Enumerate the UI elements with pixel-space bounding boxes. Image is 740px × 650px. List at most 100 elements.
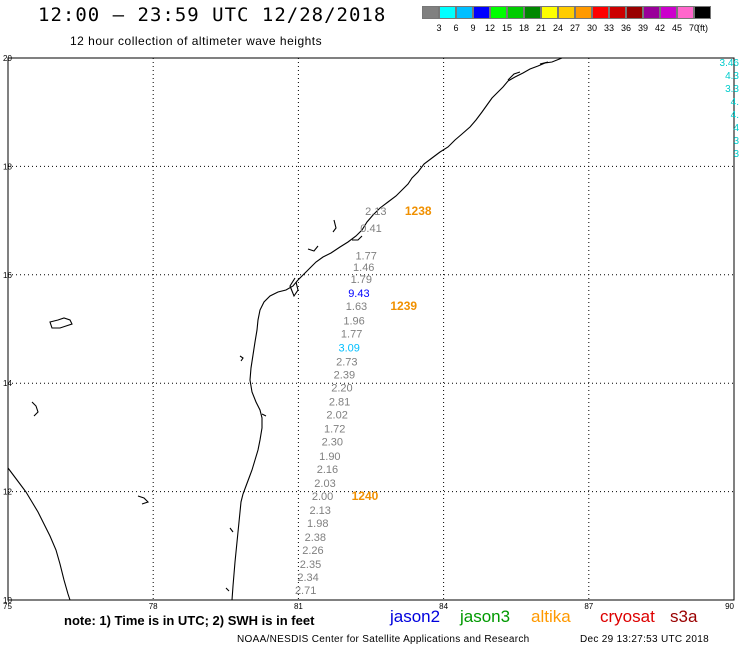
pass-time-label: 1240	[352, 489, 379, 503]
swh-value-label: 1.72	[324, 424, 345, 436]
swh-value-label: 2.34	[297, 572, 318, 584]
latitude-tick-label: 18	[3, 162, 12, 171]
color-scale-swatch	[422, 6, 439, 19]
color-scale-unit: (ft)	[697, 23, 708, 33]
footnote: note: 1) Time is in UTC; 2) SWH is in fe…	[64, 613, 315, 628]
color-scale-tick: 9	[470, 23, 476, 33]
edge-value-label: 3.3	[725, 84, 739, 95]
color-scale-swatch	[575, 6, 592, 19]
legend-entry-jason3: jason3	[460, 607, 511, 626]
swh-value-label: 2.39	[334, 370, 355, 382]
legend-entry-jason2: jason2	[390, 607, 441, 626]
color-scale-swatch	[626, 6, 643, 19]
color-scale-swatch	[558, 6, 575, 19]
lat-lon-grid	[8, 58, 734, 600]
coast-islets	[225, 61, 549, 592]
color-scale-swatch	[541, 6, 558, 19]
edge-value-label: 3.46	[720, 58, 740, 69]
color-scale-tick: 70	[688, 23, 699, 33]
swh-value-label: 1.46	[353, 262, 374, 274]
legend-entry-cryosat: cryosat	[600, 607, 655, 626]
longitude-labels: 75 78 81 84 87 90	[3, 602, 735, 610]
edge-value-label: 3	[733, 149, 739, 160]
pass-time-label: 1238	[405, 204, 432, 218]
swh-value-label: 2.16	[317, 464, 338, 476]
color-scale-swatch	[592, 6, 609, 19]
latitude-tick-label: 10	[3, 596, 12, 605]
swh-value-label: 2.35	[300, 559, 321, 571]
swh-value-label: 2.13	[365, 206, 386, 218]
swh-value-label: 2.03	[314, 478, 335, 490]
swh-value-label: 2.26	[302, 545, 323, 557]
edge-value-label: 4	[733, 123, 739, 134]
color-scale-tick: 18	[518, 23, 529, 33]
color-scale-swatch	[490, 6, 507, 19]
swh-value-label: 1.79	[351, 274, 372, 286]
longitude-tick-label: 75	[3, 602, 12, 610]
sri-lanka-tip-coastline	[7, 467, 71, 601]
altimeter-values: 2.130.411.771.461.799.431.631.961.773.09…	[295, 206, 387, 597]
map-frame	[7, 57, 735, 601]
latitude-labels: 20 18 16 14 12 10	[3, 54, 12, 605]
color-scale-swatch	[456, 6, 473, 19]
color-scale-tick: 24	[552, 23, 563, 33]
edge-value-label: 3	[733, 136, 739, 147]
color-scale-swatch	[694, 6, 711, 19]
latitude-tick-label: 12	[3, 488, 12, 497]
color-scale-tick: 39	[637, 23, 648, 33]
swh-value-label: 3.09	[339, 342, 360, 354]
swh-value-label: 2.02	[326, 410, 347, 422]
latitude-tick-label: 20	[3, 54, 12, 63]
map-subtitle: 12 hour collection of altimeter wave hei…	[70, 34, 323, 48]
map-title: 12:00 – 23:59 UTC 12/28/2018	[38, 4, 387, 26]
color-scale-swatch	[439, 6, 456, 19]
swh-value-label: 2.38	[305, 532, 326, 544]
swh-value-label: 1.98	[307, 518, 328, 530]
coastline	[7, 57, 563, 601]
color-scale-tick: 30	[586, 23, 597, 33]
swh-value-label: 2.00	[312, 491, 333, 503]
color-scale-swatch	[643, 6, 660, 19]
color-scale-tick: 36	[620, 23, 631, 33]
swh-value-label: 1.77	[355, 250, 376, 262]
island-outline	[49, 317, 73, 329]
swh-value-label: 1.63	[346, 301, 367, 313]
edge-value-label: 4.	[731, 97, 739, 108]
swh-value-label: 1.77	[341, 328, 362, 340]
swh-value-label: 2.71	[295, 585, 316, 597]
swh-value-label: 2.30	[322, 437, 343, 449]
swh-value-label: 2.81	[329, 397, 350, 409]
color-scale-tick: 42	[654, 23, 665, 33]
swh-value-label: 2.73	[336, 357, 357, 369]
longitude-tick-label: 84	[439, 602, 448, 610]
pass-time-label: 1239	[390, 299, 417, 313]
color-scale-swatch	[473, 6, 490, 19]
color-scale-tick: 33	[603, 23, 614, 33]
swh-value-label: 9.43	[348, 288, 369, 300]
swh-value-label: 2.13	[309, 505, 330, 517]
color-scale-tick: 3	[436, 23, 442, 33]
edge-value-label: 4.	[731, 110, 739, 121]
color-scale-swatch	[524, 6, 541, 19]
swh-value-label: 0.41	[360, 223, 381, 235]
latitude-tick-label: 14	[3, 379, 12, 388]
edge-value-label: 4.3	[725, 71, 739, 82]
color-scale-tick: 6	[453, 23, 459, 33]
generation-timestamp: Dec 29 13:27:53 UTC 2018	[580, 634, 709, 645]
color-scale-swatch	[677, 6, 694, 19]
color-scale-swatch	[660, 6, 677, 19]
latitude-tick-label: 16	[3, 271, 12, 280]
india-east-coastline	[231, 57, 563, 601]
color-scale-tick: 15	[501, 23, 512, 33]
longitude-tick-label: 87	[584, 602, 593, 610]
color-scale-tick: 27	[569, 23, 580, 33]
credit-line: NOAA/NESDIS Center for Satellite Applica…	[237, 634, 530, 645]
river-delta-detail	[289, 219, 363, 298]
legend-entry-altika: altika	[531, 607, 571, 626]
swh-value-label: 1.90	[319, 451, 340, 463]
longitude-tick-label: 81	[294, 602, 303, 610]
color-scale-swatch	[507, 6, 524, 19]
pass-time-labels: 1238 1239 1240	[352, 204, 432, 503]
color-scale-tick: 12	[484, 23, 495, 33]
